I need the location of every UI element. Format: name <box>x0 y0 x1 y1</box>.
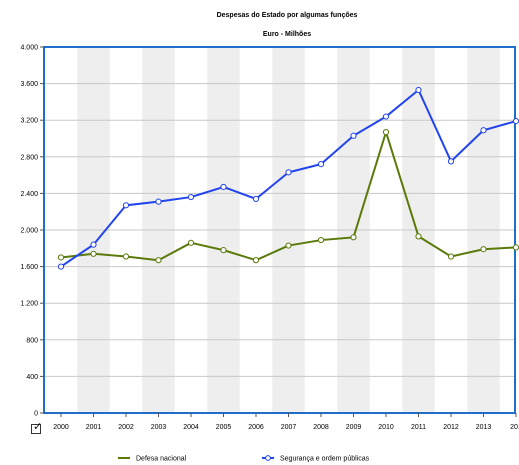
grid-lines <box>44 83 515 377</box>
data-point <box>220 183 227 191</box>
legend-marker <box>265 455 271 461</box>
y-tick-label: 1.600 <box>20 264 38 271</box>
data-point <box>350 132 357 139</box>
y-tick-label: 2.000 <box>20 228 38 235</box>
x-tick-label: 2013 <box>476 424 492 431</box>
x-tick-label: 2011 <box>411 424 426 431</box>
y-tick-label: 3.200 <box>20 118 38 125</box>
data-point <box>480 127 487 134</box>
x-tick-label: 2001 <box>86 424 102 431</box>
y-tick-label: 400 <box>26 374 38 381</box>
data-point <box>155 257 162 264</box>
data-point <box>415 86 422 94</box>
y-tick-label: 2.400 <box>20 191 38 198</box>
series-1 <box>57 128 519 264</box>
data-point <box>187 193 195 201</box>
data-point <box>57 254 65 261</box>
data-point <box>57 263 65 270</box>
chart-title: Despesas do Estado por algumas funções <box>217 12 358 19</box>
y-tick-label: 3.600 <box>20 81 38 88</box>
x-tick-label: 2003 <box>151 424 167 431</box>
data-point <box>317 236 325 244</box>
data-point <box>122 202 130 209</box>
x-tick-label: 2007 <box>281 424 297 431</box>
y-tick-label: 0 <box>34 411 38 418</box>
legend-label: Segurança e ordem públicas <box>280 456 370 463</box>
data-point <box>187 239 195 246</box>
x-tick-label: 2008 <box>313 424 329 431</box>
legend-label: Defesa nacional <box>136 456 187 463</box>
data-point <box>90 241 97 248</box>
y-tick-label: 4.000 <box>20 45 38 52</box>
x-tick-label: 2002 <box>118 424 134 431</box>
data-point <box>512 244 519 251</box>
chart-subtitle: Euro - Milhões <box>263 31 311 38</box>
y-tick-label: 1.200 <box>20 301 38 308</box>
data-point <box>512 118 519 125</box>
x-tick-label: 201 <box>510 424 519 431</box>
x-tick-label: 2012 <box>443 424 459 431</box>
x-tick-label: 2009 <box>346 424 362 431</box>
data-point <box>285 242 292 249</box>
x-tick-label: 2005 <box>216 424 232 431</box>
checkmark-icon: ✓ <box>33 420 43 433</box>
data-point <box>382 128 390 136</box>
data-point <box>285 169 292 176</box>
x-tick-label: 2000 <box>53 424 69 431</box>
x-tick-label: 2010 <box>378 424 394 431</box>
data-point <box>155 198 162 205</box>
x-tick-label: 2006 <box>248 424 264 431</box>
data-point <box>350 234 357 241</box>
y-axis-ticks: 0 400 800 1.200 1.600 2.000 2.400 2.800 3.200 3.6… <box>20 45 44 418</box>
y-tick-label: 2.800 <box>20 154 38 161</box>
data-point <box>252 195 260 202</box>
data-point <box>317 161 325 168</box>
chart-checkbox[interactable]: ✓ <box>31 420 43 434</box>
data-point <box>415 233 422 240</box>
x-axis-ticks: 2000 2001 2002 2003 2004 2005 2006 2007 2008 2009… <box>53 413 519 431</box>
data-point <box>447 253 455 260</box>
data-point <box>252 257 260 264</box>
data-point <box>90 250 97 257</box>
data-point <box>480 246 487 253</box>
data-point <box>122 253 130 260</box>
data-point <box>382 113 390 120</box>
legend: Defesa nacional Segurança e ordem pública… <box>118 455 370 463</box>
data-point <box>447 158 455 165</box>
data-point <box>220 247 227 254</box>
x-tick-label: 2004 <box>183 424 199 431</box>
y-tick-label: 800 <box>26 337 38 344</box>
